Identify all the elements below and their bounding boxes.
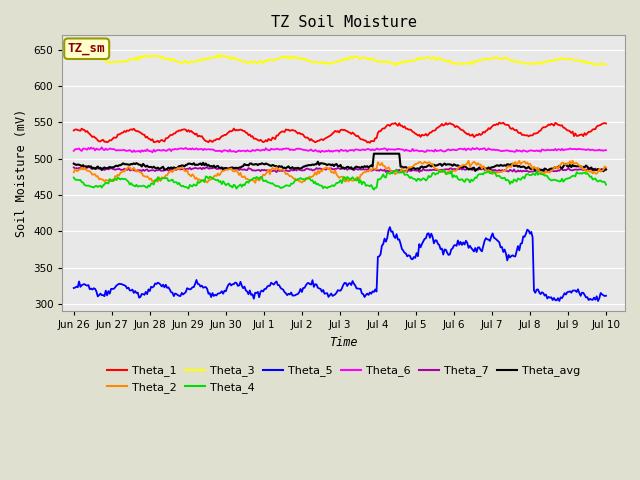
Theta_7 [408, 168, 415, 174]
Theta_6 [135, 148, 143, 154]
Y-axis label: Soil Moisture (mV): Soil Moisture (mV) [15, 109, 28, 238]
Theta_3 [457, 61, 465, 67]
Theta_7 [273, 169, 280, 175]
Theta_6 [70, 148, 77, 154]
Theta_avg [600, 168, 607, 174]
Theta_6 [284, 146, 291, 152]
Theta_4 [602, 182, 610, 188]
Theta_6 [457, 146, 465, 152]
Theta_7 [86, 164, 93, 170]
Line: Theta_2: Theta_2 [74, 161, 606, 183]
Line: Theta_3: Theta_3 [74, 54, 606, 65]
Theta_5 [406, 253, 413, 259]
Theta_avg [70, 161, 77, 167]
Theta_2 [456, 164, 463, 170]
Theta_3 [82, 51, 90, 57]
Theta_7 [135, 168, 143, 173]
Theta_3 [408, 58, 415, 63]
Theta_avg [281, 165, 289, 170]
Legend: Theta_1, Theta_2, Theta_3, Theta_4, Theta_5, Theta_6, Theta_7, Theta_avg: Theta_1, Theta_2, Theta_3, Theta_4, Thet… [103, 361, 584, 397]
Theta_1 [495, 120, 503, 125]
Theta_2 [406, 165, 413, 171]
Theta_2 [458, 163, 466, 168]
Theta_2 [134, 168, 141, 174]
Theta_3 [70, 53, 77, 59]
Theta_2 [282, 171, 290, 177]
Theta_4 [243, 179, 251, 184]
Theta_avg [243, 162, 251, 168]
Theta_2 [252, 180, 259, 186]
Theta_4 [408, 174, 415, 180]
Theta_7 [244, 165, 252, 171]
Theta_1 [70, 128, 77, 133]
Theta_1 [458, 127, 466, 133]
Theta_avg [370, 151, 378, 156]
Theta_avg [406, 165, 413, 170]
Theta_3 [282, 54, 290, 60]
Theta_3 [602, 61, 610, 67]
Theta_3 [135, 54, 143, 60]
Line: Theta_4: Theta_4 [74, 170, 606, 190]
Theta_7 [284, 168, 291, 174]
Theta_5 [602, 293, 610, 299]
Text: TZ_sm: TZ_sm [68, 42, 106, 55]
Theta_4 [393, 167, 401, 173]
X-axis label: Time: Time [330, 336, 358, 349]
Theta_6 [408, 148, 415, 154]
Theta_6 [148, 149, 156, 155]
Theta_avg [134, 161, 141, 167]
Theta_4 [281, 184, 289, 190]
Theta_avg [602, 167, 610, 172]
Title: TZ Soil Moisture: TZ Soil Moisture [271, 15, 417, 30]
Theta_1 [366, 140, 374, 145]
Theta_2 [243, 176, 251, 182]
Theta_3 [460, 60, 467, 66]
Theta_5 [458, 242, 466, 248]
Theta_7 [602, 167, 610, 173]
Line: Theta_7: Theta_7 [74, 167, 606, 172]
Theta_1 [456, 125, 463, 131]
Theta_1 [281, 129, 289, 135]
Theta_1 [243, 130, 251, 136]
Theta_6 [246, 148, 253, 154]
Theta_2 [602, 165, 610, 170]
Theta_1 [406, 127, 413, 132]
Theta_7 [70, 165, 77, 170]
Theta_5 [134, 290, 141, 296]
Theta_6 [98, 144, 106, 150]
Theta_1 [602, 120, 610, 126]
Theta_4 [70, 175, 77, 180]
Theta_6 [602, 147, 610, 153]
Theta_7 [460, 166, 467, 172]
Theta_5 [70, 285, 77, 291]
Theta_5 [243, 288, 251, 294]
Theta_4 [370, 187, 378, 192]
Theta_5 [456, 242, 463, 248]
Theta_4 [460, 178, 467, 184]
Theta_3 [244, 60, 252, 66]
Theta_avg [456, 164, 463, 169]
Line: Theta_5: Theta_5 [74, 227, 606, 301]
Theta_7 [457, 165, 465, 171]
Theta_6 [460, 147, 467, 153]
Line: Theta_6: Theta_6 [74, 147, 606, 152]
Theta_4 [457, 177, 465, 182]
Theta_1 [134, 128, 141, 134]
Theta_4 [134, 184, 141, 190]
Theta_5 [386, 224, 394, 230]
Theta_3 [393, 62, 401, 68]
Line: Theta_1: Theta_1 [74, 122, 606, 143]
Theta_2 [569, 158, 577, 164]
Theta_5 [594, 298, 602, 304]
Line: Theta_avg: Theta_avg [74, 154, 606, 171]
Theta_5 [281, 289, 289, 295]
Theta_avg [458, 165, 466, 170]
Theta_2 [70, 169, 77, 175]
